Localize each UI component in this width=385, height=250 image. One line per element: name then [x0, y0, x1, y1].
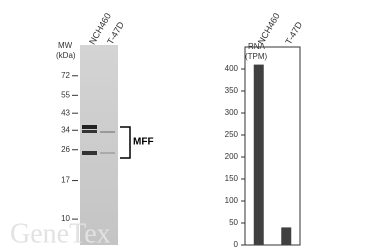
watermark: GeneTex [10, 218, 111, 249]
y-tick-label: 0 [234, 240, 239, 249]
band [100, 152, 115, 154]
band [82, 125, 97, 129]
blot-membrane [80, 45, 118, 245]
y-tick-label: 17 [61, 176, 70, 185]
y-tick-label: 250 [225, 130, 239, 139]
bar [281, 227, 292, 245]
y-tick-label: 200 [225, 152, 239, 161]
y-tick-label: 350 [225, 86, 239, 95]
y-tick-label: 50 [229, 218, 238, 227]
annotation: MFF [133, 137, 154, 148]
y-label: MW [58, 41, 73, 50]
band [82, 130, 97, 133]
y-tick-label: 55 [61, 90, 70, 99]
y-tick-label: 300 [225, 108, 239, 117]
y-tick-label: 400 [225, 64, 239, 73]
x-tick-label: NCH460 [256, 11, 282, 46]
y-tick-label: 43 [61, 108, 70, 117]
plot-frame [244, 46, 301, 246]
y-tick-label: 26 [61, 145, 70, 154]
band [100, 131, 115, 133]
y-tick-label: 150 [225, 174, 239, 183]
y-label: (kDa) [56, 51, 76, 60]
y-tick-label: 10 [61, 214, 70, 223]
bracket [120, 126, 131, 159]
y-tick-label: 100 [225, 196, 239, 205]
bar [253, 64, 264, 245]
y-label: (TPM) [245, 52, 268, 61]
x-tick-label: T-47D [283, 20, 304, 47]
band [82, 151, 97, 155]
y-tick-label: 72 [61, 71, 70, 80]
y-tick-label: 34 [61, 125, 70, 134]
